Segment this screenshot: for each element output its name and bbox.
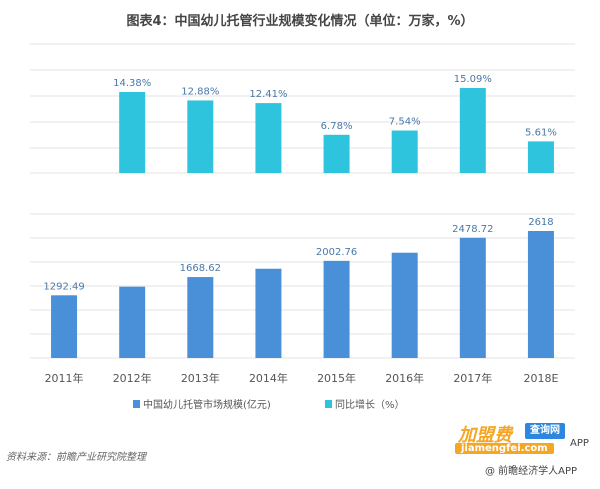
growth-bar — [323, 134, 350, 173]
watermark-url: jiamengfei.com — [455, 443, 554, 454]
growth-data-label: 7.54% — [389, 117, 421, 128]
x-tick-label: 2018E — [523, 372, 558, 385]
x-tick-label: 2014年 — [249, 371, 288, 385]
legend-label-market-size: 中国幼儿托管市场规模(亿元) — [143, 398, 271, 411]
growth-data-label: 5.61% — [525, 127, 557, 138]
x-tick-label: 2016年 — [385, 371, 424, 385]
x-tick-label: 2012年 — [113, 371, 152, 385]
market-size-bar — [255, 268, 282, 358]
growth-bar — [119, 91, 146, 173]
growth-bar — [459, 88, 486, 173]
market-size-bar — [459, 237, 486, 358]
watermark-brand: 加盟费 — [458, 425, 512, 446]
growth-bar — [187, 100, 214, 173]
legend-swatch-market-size — [133, 400, 140, 408]
market-size-data-label: 1668.62 — [180, 263, 221, 274]
market-size-bar — [51, 295, 78, 358]
source-note: 资料来源：前瞻产业研究院整理 — [6, 452, 146, 463]
market-size-bar — [187, 277, 214, 358]
growth-bar — [527, 141, 554, 173]
market-size-bar — [323, 260, 350, 358]
market-size-data-label: 2478.72 — [452, 224, 493, 235]
market-size-data-label: 2002.76 — [316, 247, 357, 258]
growth-bar — [255, 103, 282, 173]
watermark-app-credit: @ 前瞻经济学人APP — [485, 466, 578, 477]
growth-data-label: 12.41% — [249, 89, 287, 100]
chart-title: 图表4：中国幼儿托管行业规模变化情况（单位：万家，%） — [126, 14, 474, 29]
market-size-data-label: 1292.49 — [43, 281, 84, 292]
growth-data-label: 6.78% — [321, 121, 353, 132]
market-size-data-label: 2618 — [528, 217, 553, 228]
market-size-bar — [391, 252, 418, 358]
watermark-app-label: APP — [570, 438, 589, 449]
market-size-bar — [527, 231, 554, 358]
x-tick-label: 2017年 — [453, 371, 492, 385]
growth-data-label: 14.38% — [113, 78, 151, 89]
legend-swatch-growth — [325, 400, 332, 408]
growth-data-label: 15.09% — [454, 74, 492, 85]
legend-label-growth: 同比增长（%） — [335, 398, 405, 411]
x-tick-label: 2015年 — [317, 371, 356, 385]
watermark-badge: 查询网 — [525, 423, 565, 439]
growth-data-label: 12.88% — [181, 86, 219, 97]
x-tick-label: 2013年 — [181, 371, 220, 385]
x-tick-label: 2011年 — [45, 371, 84, 385]
market-size-bar — [119, 286, 146, 358]
growth-bar — [391, 130, 418, 173]
